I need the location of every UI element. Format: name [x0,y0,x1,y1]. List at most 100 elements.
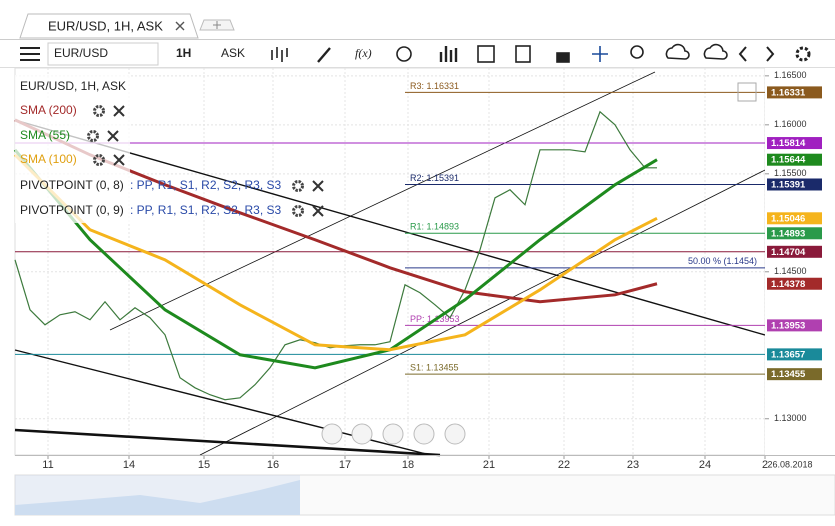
nav-reset[interactable] [382,423,404,445]
price-box [767,137,822,150]
bars-icon[interactable] [439,46,458,62]
legend-entry: PIVOTPOINT (0, 9) [20,203,124,217]
settings-icon[interactable] [795,46,811,62]
expand-button[interactable] [737,82,757,102]
legend: EUR/USD, 1H, ASK SMA (200) SMA (55) SMA (10… [20,79,324,217]
remove-button[interactable] [113,105,125,117]
tab-title: EUR/USD, 1H, ASK [48,18,163,33]
legend-levels: : PP, R1, S1, R2, S2, R3, S3 [130,178,282,192]
settings-button[interactable] [93,105,105,117]
price-box-label: 1.13657 [771,349,805,360]
price-box-label: 1.16331 [771,87,806,98]
series-line [13,148,658,370]
price-box-label: 1.15391 [771,180,806,191]
calendar-icon[interactable] [477,45,495,63]
x-tick-label: 14 [123,459,135,471]
tab[interactable] [19,13,199,39]
lock-icon[interactable] [556,52,570,63]
x-tick-label: 22 [558,459,570,471]
download-icon[interactable] [703,43,728,60]
info-icon[interactable] [396,46,412,62]
price-type-button[interactable]: ASK [221,46,245,60]
price-box [767,277,822,290]
price-axis [765,68,835,455]
price-box-label: 1.15046 [771,213,805,224]
menu-icon [20,47,40,61]
legend-entry: SMA (100) [20,152,77,166]
legend-levels: : PP, R1, S1, R2, S2, R3, S3 [130,203,282,217]
navigator-window[interactable] [15,475,300,515]
price-box [767,178,822,191]
nav-forward[interactable] [444,423,466,445]
menu-button[interactable] [20,47,40,61]
upload-icon[interactable] [665,43,690,60]
nav-back[interactable] [321,423,343,445]
x-tick-label: 18 [402,459,414,471]
legend-entry: SMA (200) [20,103,77,117]
remove-button[interactable] [113,154,125,166]
sheet-icon[interactable] [515,45,531,63]
trend-line [14,428,441,457]
price-box-label: 1.14893 [771,228,805,239]
price-box [767,227,822,240]
nav-zoom-out[interactable] [351,423,373,445]
level-label: R2: 1.15391 [410,173,459,183]
legend-panel [15,75,130,223]
level-label: S1: 1.13455 [410,363,459,373]
y-tick-label: 1.16500 [774,70,807,80]
y-tick-label: 1.15500 [774,168,807,178]
y-tick-label: 1.14500 [774,266,807,276]
x-tick-label: 2 [762,459,768,471]
level-label: R3: 1.16331 [410,81,459,91]
function-button[interactable]: f(x) [355,46,372,60]
prev-button[interactable] [738,46,747,62]
plot-area [14,67,766,456]
navigator-area [15,480,300,515]
remove-button[interactable] [107,130,119,142]
draw-icon[interactable] [317,47,331,63]
price-box [767,212,822,225]
legend-entry: PIVOTPOINT (0, 8) [20,178,124,192]
price-box-label: 1.13953 [771,320,805,331]
channel-line [109,71,656,331]
x-tick-label: 23 [627,459,639,471]
legend-entry: SMA (55) [20,128,70,142]
price-box [767,348,822,361]
settings-button[interactable] [292,180,304,192]
remove-button[interactable] [312,180,324,192]
symbol-input[interactable] [47,42,159,66]
x-tick-label: 24 [699,459,711,471]
legend-entry: EUR/USD, 1H, ASK [20,79,126,93]
settings-button[interactable] [93,154,105,166]
next-button[interactable] [766,46,775,62]
settings-button[interactable] [292,205,304,217]
candle-icon[interactable] [271,47,288,62]
trend-line [14,119,766,336]
remove-button[interactable] [312,205,324,217]
new-tab-icon [213,21,221,29]
series-line [13,153,658,352]
tab-close[interactable] [175,21,185,31]
settings-button[interactable] [87,130,99,142]
y-tick-label: 1.16000 [774,119,807,129]
price-box-label: 1.13455 [771,369,806,380]
price-box-label: 1.15814 [771,138,806,149]
price-box [767,245,822,258]
x-tick-label: 17 [339,459,351,471]
price-box-label: 1.14378 [771,279,805,290]
x-tick-label: 11 [42,459,53,471]
timeframe-button[interactable]: 1H [176,46,191,60]
crosshair-icon[interactable] [592,46,608,62]
date-label: 26.08.2018 [767,459,812,469]
x-tick-label: 15 [198,459,210,471]
price-box-label: 1.15644 [771,155,806,166]
nav-zoom-in[interactable] [413,423,435,445]
level-label: 50.00 % (1.1454) [688,256,757,266]
axes: 11 14 15 16 17 18 21 22 23 24 2 26.08.2018 1.16500 1.… [42,70,822,471]
zoom-icon[interactable] [630,45,644,59]
price-box [767,86,822,99]
price-box [767,319,822,332]
